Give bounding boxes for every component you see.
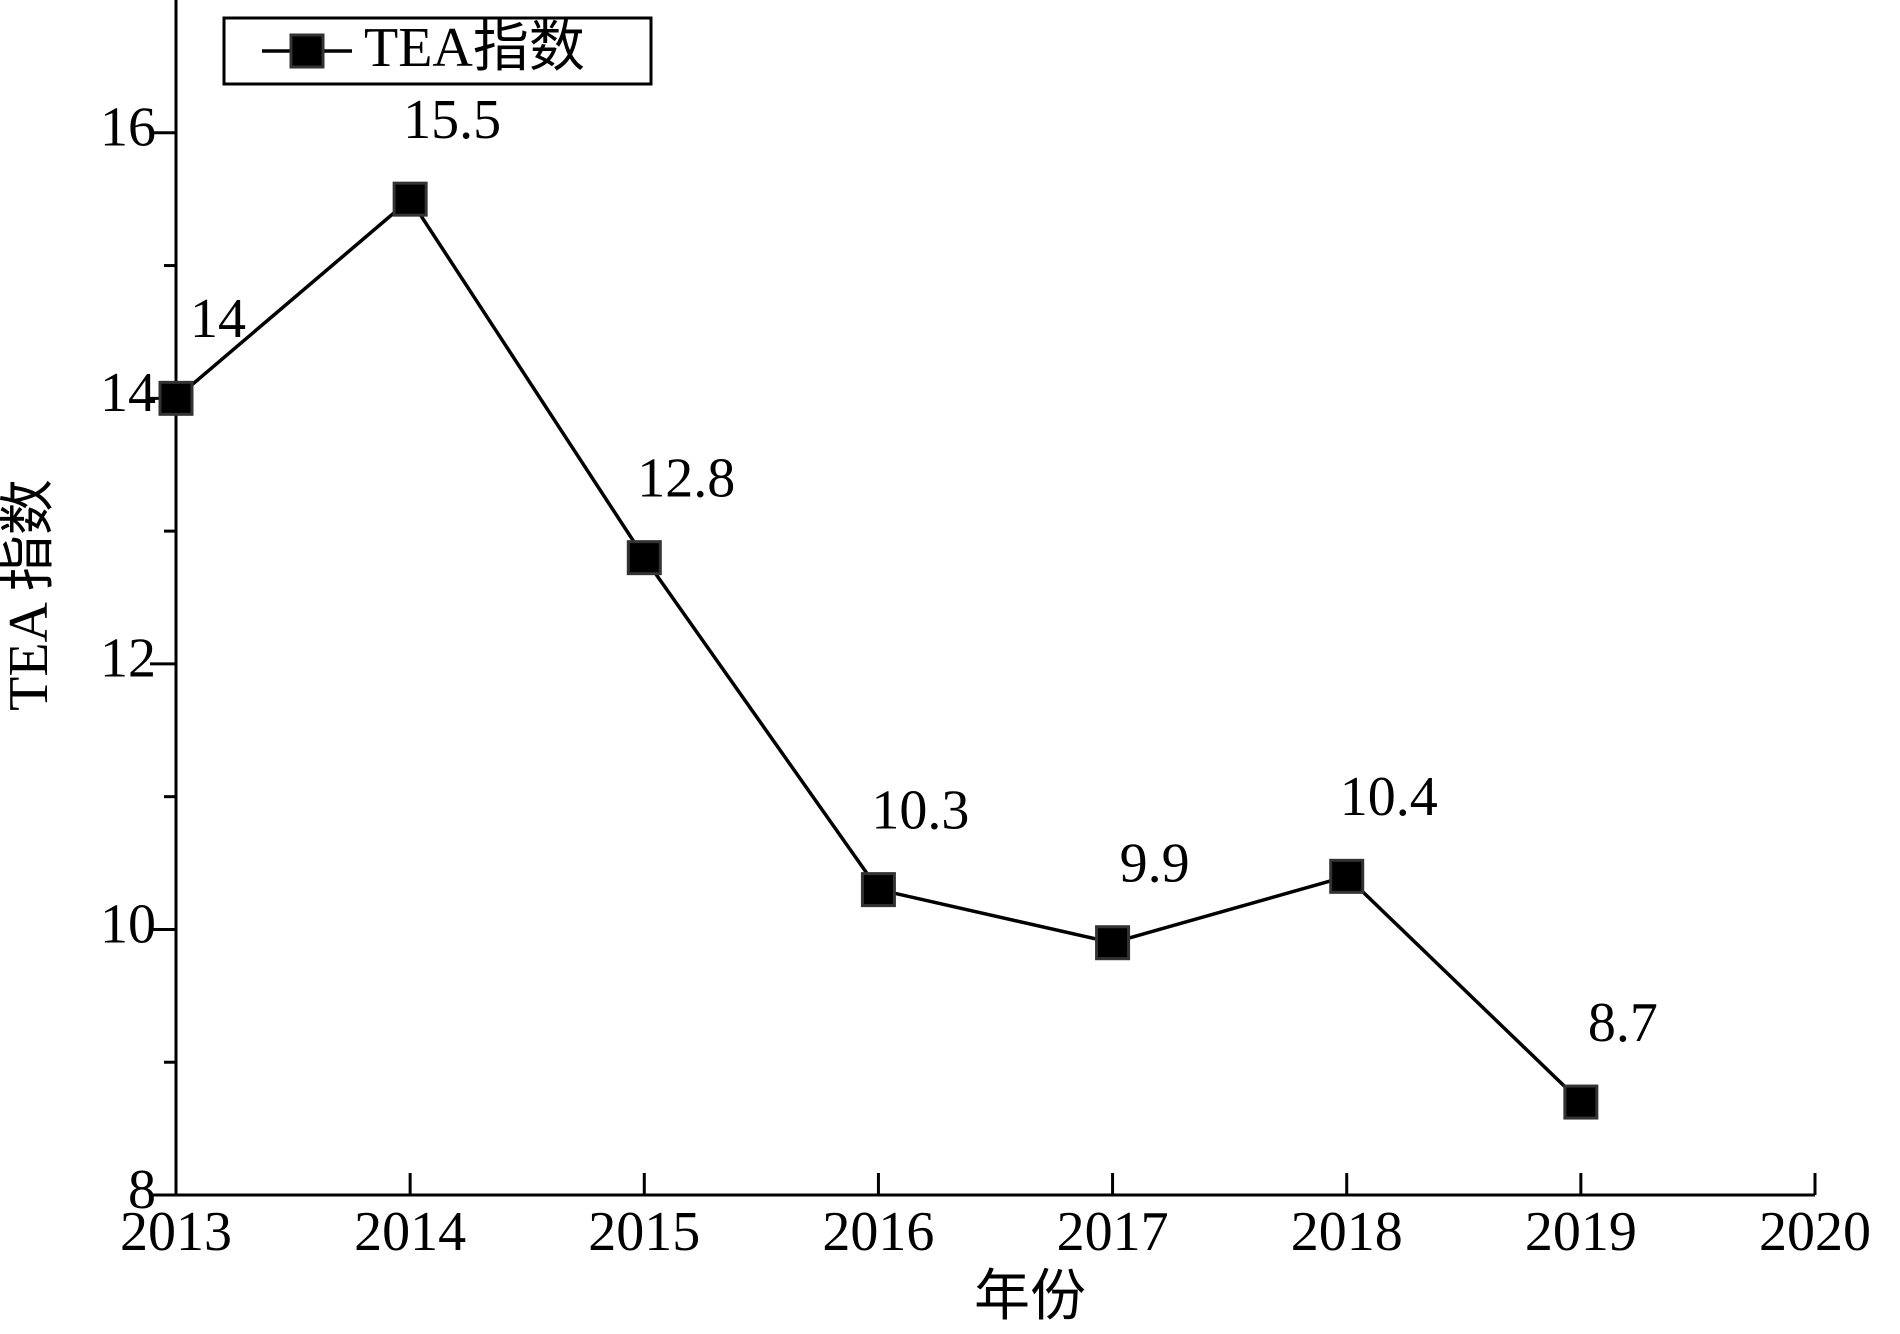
x-tick-label: 2013 [120, 1201, 232, 1263]
x-tick-label: 2015 [588, 1201, 700, 1263]
marker [1563, 1084, 1599, 1120]
x-tick-label: 2018 [1291, 1201, 1403, 1263]
y-tick-label: 8 [128, 1159, 156, 1221]
legend-label: TEA指数 [364, 17, 585, 79]
data-label: 8.7 [1588, 992, 1658, 1054]
marker [1095, 925, 1131, 961]
marker [1329, 858, 1365, 894]
y-tick-label: 12 [100, 628, 156, 690]
legend-marker [289, 33, 325, 69]
marker [158, 380, 194, 416]
data-label: 9.9 [1120, 833, 1190, 895]
y-axis-label: TEA 指数 [0, 479, 60, 711]
series-line [174, 196, 1583, 1104]
x-tick-label: 2014 [354, 1201, 466, 1263]
y-tick-label: 14 [100, 362, 156, 424]
marker [626, 540, 662, 576]
marker [860, 872, 896, 908]
y-tick-label: 10 [100, 893, 156, 955]
x-tick-label: 2020 [1759, 1201, 1871, 1263]
x-tick-label: 2016 [822, 1201, 934, 1263]
y-tick-label: 16 [100, 97, 156, 159]
data-label: 14 [190, 288, 246, 350]
data-label: 15.5 [403, 89, 501, 151]
x-axis-label: 年份 [974, 1266, 1086, 1328]
x-tick-label: 2019 [1525, 1201, 1637, 1263]
x-tick-label: 2017 [1057, 1201, 1169, 1263]
data-label: 10.4 [1340, 766, 1438, 828]
marker [392, 181, 428, 217]
data-label: 12.8 [637, 448, 735, 510]
data-label: 10.3 [871, 779, 969, 841]
